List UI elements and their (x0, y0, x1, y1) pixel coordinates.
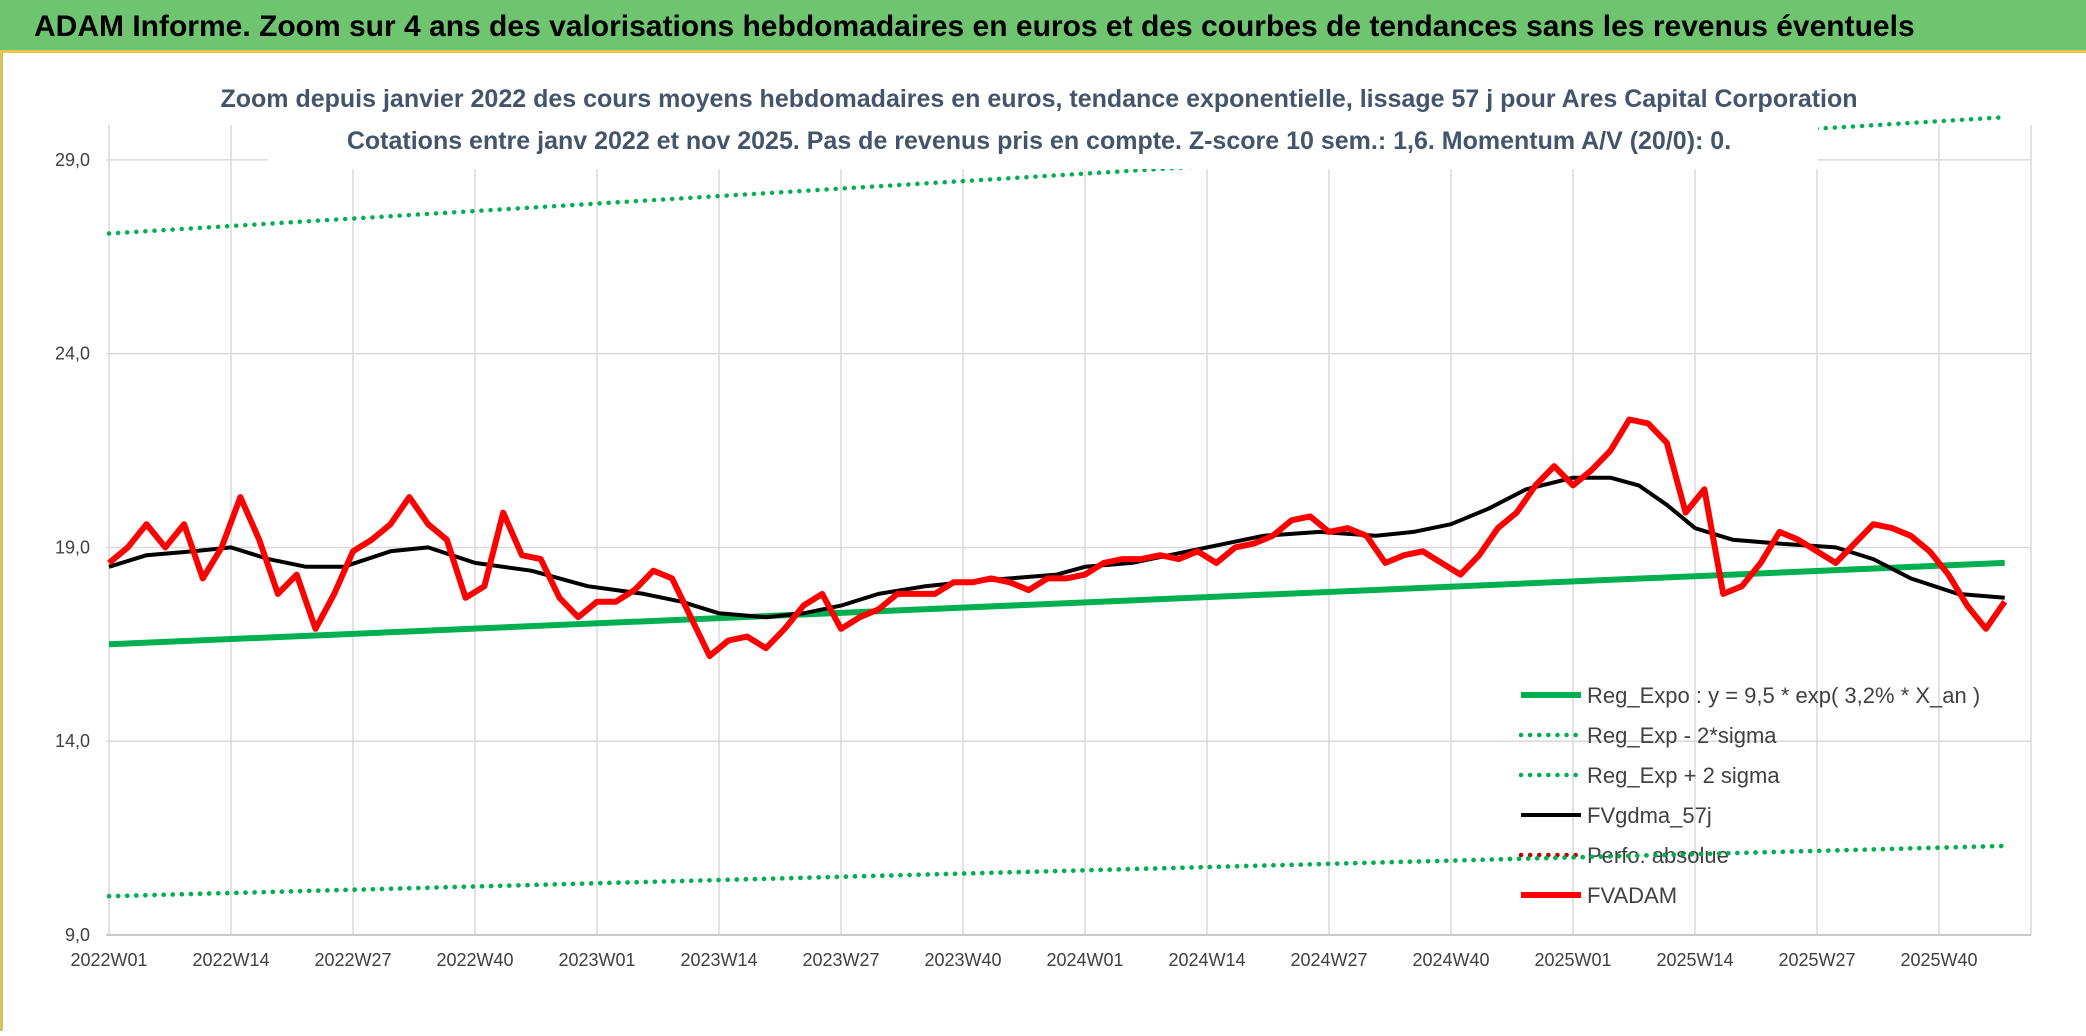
axes: 9,0 14,0 19,0 24,0 29,0 2022W01 2022W14 2022W27… (55, 150, 2031, 970)
x-tick-label: 2025W01 (1534, 950, 1611, 970)
chart-area: 9,0 14,0 19,0 24,0 29,0 2022W01 2022W14 2022W27… (0, 53, 2086, 1031)
legend-entry-label: FVADAM (1587, 883, 1677, 908)
y-tick-label: 29,0 (55, 150, 90, 170)
x-tick-label: 2024W40 (1412, 950, 1489, 970)
legend-entry-label: FVgdma_57j (1587, 803, 1712, 828)
x-tick-label: 2024W01 (1046, 950, 1123, 970)
y-tick-label: 14,0 (55, 731, 90, 751)
legend-entry-label: Reg_Expo : y = 9,5 * exp( 3,2% * X_an ) (1587, 683, 1980, 708)
series-reg-exp-2-sigma-overlay-line (106, 843, 2007, 899)
x-tick-label: 2022W14 (192, 950, 269, 970)
line-chart: 9,0 14,0 19,0 24,0 29,0 2022W01 2022W14 2022W27… (55, 75, 2032, 970)
x-tick-label: 2022W27 (314, 950, 391, 970)
series-reg-expo-y-9-5-exp-3-2-x-an-line (108, 559, 2005, 648)
series-fvgdma-57j-line (108, 475, 2005, 620)
chart-title-block: Zoom depuis janvier 2022 des cours moyen… (220, 75, 1858, 169)
title-background (268, 75, 1818, 169)
x-tick-label: 2025W40 (1900, 950, 1977, 970)
x-tick-label: 2023W40 (924, 950, 1001, 970)
report-banner-title: ADAM Informe. Zoom sur 4 ans des valoris… (0, 0, 2086, 53)
x-tick-label: 2025W27 (1778, 950, 1855, 970)
x-tick-label: 2022W01 (70, 950, 147, 970)
chart-title-line-1: Zoom depuis janvier 2022 des cours moyen… (220, 85, 1857, 113)
legend: Reg_Expo : y = 9,5 * exp( 3,2% * X_an ) R… (106, 683, 2007, 908)
x-tick-label: 2023W27 (802, 950, 879, 970)
series-fvadam-line (107, 416, 2008, 659)
x-tick-label: 2024W27 (1290, 950, 1367, 970)
y-tick-label: 24,0 (55, 344, 90, 364)
y-tick-label: 9,0 (65, 925, 90, 945)
x-tick-label: 2023W01 (558, 950, 635, 970)
x-tick-label: 2023W14 (680, 950, 757, 970)
x-tick-label: 2025W14 (1656, 950, 1733, 970)
grid (106, 125, 2032, 936)
x-tick-label: 2022W40 (436, 950, 513, 970)
chart-title-line-2: Cotations entre janv 2022 et nov 2025. P… (347, 127, 1731, 155)
legend-entry-label: Reg_Exp + 2 sigma (1587, 763, 1780, 788)
x-tick-label: 2024W14 (1168, 950, 1245, 970)
legend-entry-label: Reg_Exp - 2*sigma (1587, 723, 1777, 748)
y-tick-label: 19,0 (55, 537, 90, 557)
